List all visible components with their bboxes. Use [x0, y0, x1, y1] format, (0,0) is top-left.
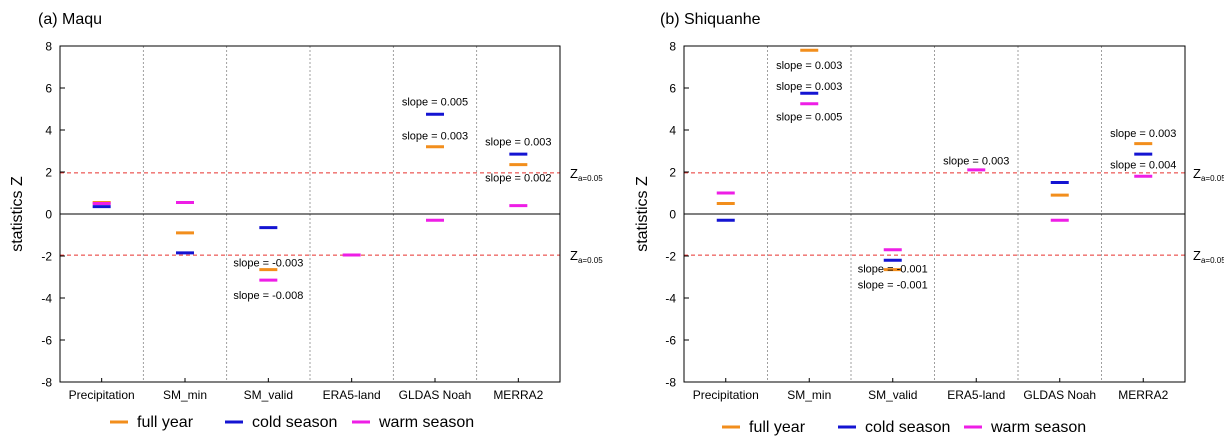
y-tick-label: -8 [665, 376, 676, 390]
slope-annotation: slope = 0.003 [485, 137, 551, 149]
y-tick-label: 8 [669, 40, 676, 54]
y-axis-label: statistics Z [634, 176, 651, 252]
y-tick-label: 2 [45, 166, 52, 180]
slope-annotation: slope = 0.003 [943, 155, 1009, 167]
chart-shiquanhe: (b) Shiquanhe statistics Z Za=0.05 Za=0.05 -… [634, 11, 1224, 436]
legend-label-full-year: full year [137, 414, 194, 431]
threshold-label-lower: Za=0.05 [570, 248, 603, 265]
y-tick-label: 4 [669, 124, 676, 138]
x-tick-label: Precipitation [693, 388, 759, 402]
x-tick-label: ERA5-land [947, 388, 1005, 402]
legend-label-warm-season: warm season [990, 419, 1086, 436]
x-tick-label: SM_min [787, 388, 831, 402]
legend-label-cold-season: cold season [252, 414, 337, 431]
slope-annotation: slope = 0.003 [776, 81, 842, 93]
y-tick-label: -4 [41, 292, 52, 306]
chart-maqu: (a) Maqu statistics Z Za=0.05 Za=0.05 -8 -6 -4… [9, 11, 603, 431]
legend: full year cold season warm season [722, 419, 1086, 436]
y-axis-label: statistics Z [9, 176, 26, 252]
chart-title: (a) Maqu [38, 11, 102, 28]
y-tick-label: -6 [665, 334, 676, 348]
threshold-label-upper: Za=0.05 [570, 166, 603, 183]
x-tick-label: SM_min [163, 388, 207, 402]
slope-annotation: slope = 0.003 [776, 60, 842, 72]
slope-annotation: slope = 0.004 [1110, 160, 1176, 172]
y-tick-label: 8 [45, 40, 52, 54]
legend-label-warm-season: warm season [378, 414, 474, 431]
y-tick-label: 0 [45, 208, 52, 222]
threshold-label-upper: Za=0.05 [1193, 166, 1224, 183]
slope-annotation: slope = -0.003 [233, 257, 303, 269]
legend: full year cold season warm season [110, 414, 474, 431]
slope-annotation: slope = -0.001 [858, 279, 928, 291]
slope-annotation: slope = 0.003 [1110, 128, 1176, 140]
x-tick-label: GLDAS Noah [399, 388, 472, 402]
x-tick-label: MERRA2 [1118, 388, 1168, 402]
y-tick-label: 6 [669, 82, 676, 96]
y-tick-label: 6 [45, 82, 52, 96]
slope-annotation: slope = 0.002 [485, 172, 551, 184]
chart-title: (b) Shiquanhe [660, 11, 761, 28]
slope-annotation: slope = 0.003 [402, 130, 468, 142]
x-tick-label: SM_valid [244, 388, 293, 402]
y-tick-label: -8 [41, 376, 52, 390]
x-tick-label: ERA5-land [323, 388, 381, 402]
legend-label-cold-season: cold season [865, 419, 950, 436]
x-tick-label: GLDAS Noah [1023, 388, 1096, 402]
y-tick-label: 2 [669, 166, 676, 180]
y-tick-label: 4 [45, 124, 52, 138]
slope-annotation: slope = 0.005 [402, 97, 468, 109]
threshold-label-lower: Za=0.05 [1193, 248, 1224, 265]
slope-annotation: slope = -0.008 [233, 290, 303, 302]
legend-label-full-year: full year [749, 419, 806, 436]
x-tick-label: SM_valid [868, 388, 917, 402]
x-tick-label: MERRA2 [493, 388, 543, 402]
y-tick-label: -6 [41, 334, 52, 348]
y-tick-label: -2 [665, 250, 676, 264]
slope-annotation: slope = 0.005 [776, 111, 842, 123]
y-tick-label: 0 [669, 208, 676, 222]
x-tick-label: Precipitation [69, 388, 135, 402]
y-tick-label: -2 [41, 250, 52, 264]
y-tick-label: -4 [665, 292, 676, 306]
slope-annotation: slope = -0.001 [858, 264, 928, 276]
